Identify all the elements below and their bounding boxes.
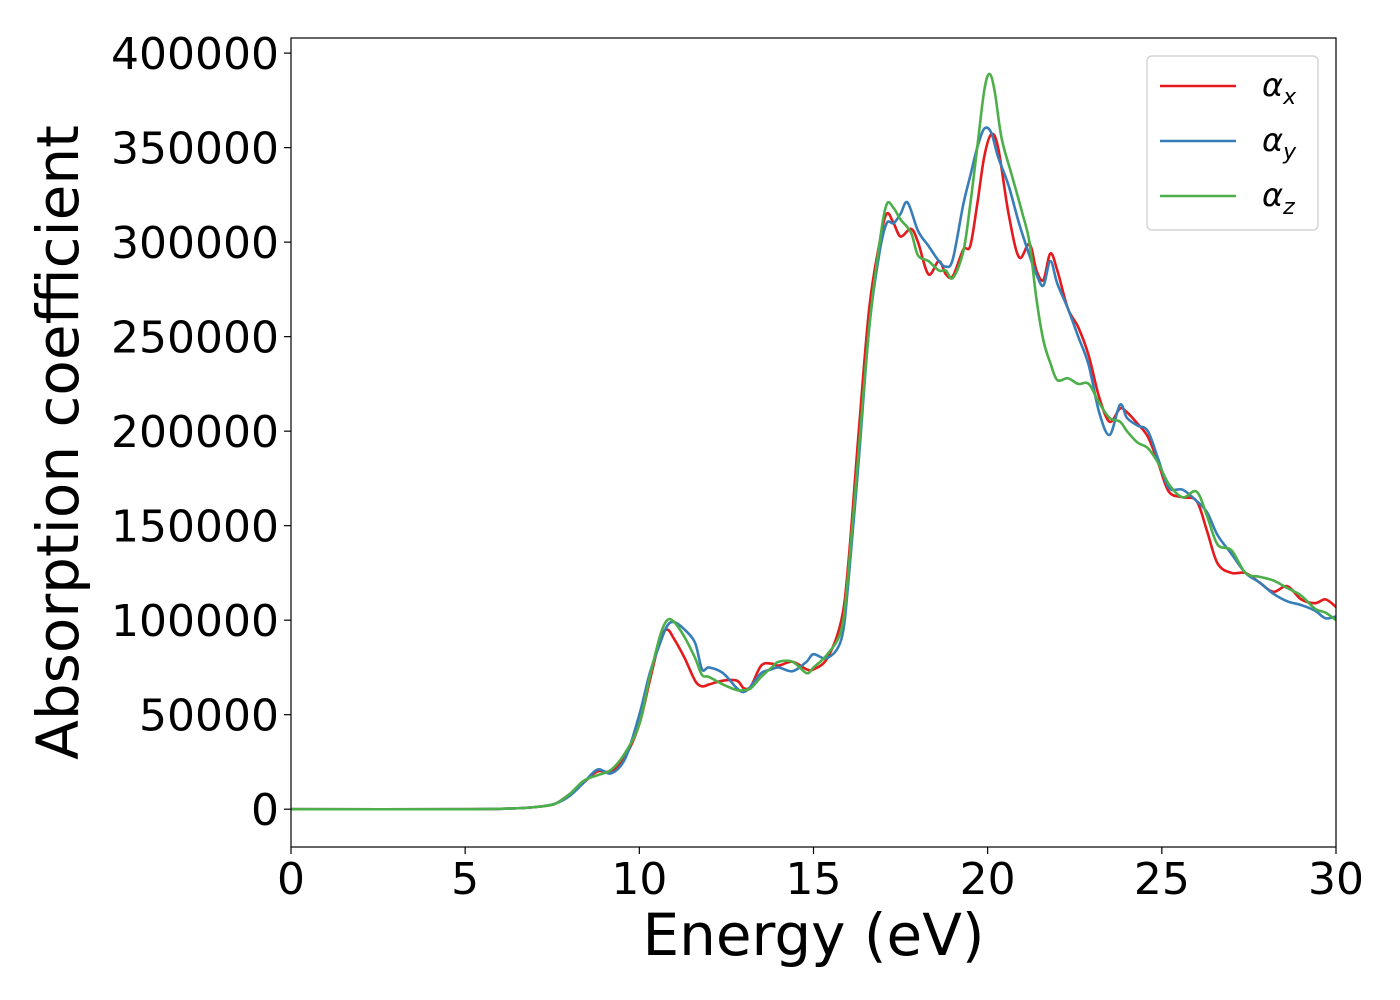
x-tick-label: 25: [1134, 854, 1190, 905]
y-tick-label: 50000: [139, 691, 279, 742]
legend-label-alpha-y: αy: [1262, 121, 1297, 165]
y-tick-label: 200000: [111, 407, 279, 458]
y-tick-label: 350000: [111, 124, 279, 175]
y-tick-label: 100000: [111, 596, 279, 647]
x-tick-label: 15: [786, 854, 842, 905]
y-axis-ticks: 0 50000 100000 150000 200000 250000 300000 3500…: [111, 29, 291, 836]
y-tick-label: 150000: [111, 502, 279, 553]
legend: αx αy αz: [1146, 55, 1319, 231]
legend-box: [1146, 55, 1319, 231]
series-line-alpha-x: [291, 132, 1336, 811]
x-axis-label: Energy (eV): [642, 901, 984, 969]
y-tick-label: 250000: [111, 313, 279, 364]
series-line-alpha-z: [291, 72, 1336, 811]
x-tick-label: 0: [277, 854, 305, 905]
legend-label-alpha-z: αz: [1262, 176, 1295, 220]
x-tick-label: 5: [451, 854, 479, 905]
plot-lines: [291, 72, 1336, 811]
y-tick-label: 300000: [111, 218, 279, 269]
y-tick-label: 0: [251, 785, 279, 836]
x-tick-label: 20: [960, 854, 1016, 905]
x-axis-ticks: 0 5 10 15 20 25 30: [277, 847, 1364, 905]
legend-label-alpha-x: αx: [1262, 66, 1297, 110]
y-tick-label: 400000: [111, 29, 279, 80]
x-tick-label: 10: [611, 854, 667, 905]
y-axis-label: Absorption coefficient: [24, 125, 92, 760]
x-tick-label: 30: [1308, 854, 1364, 905]
